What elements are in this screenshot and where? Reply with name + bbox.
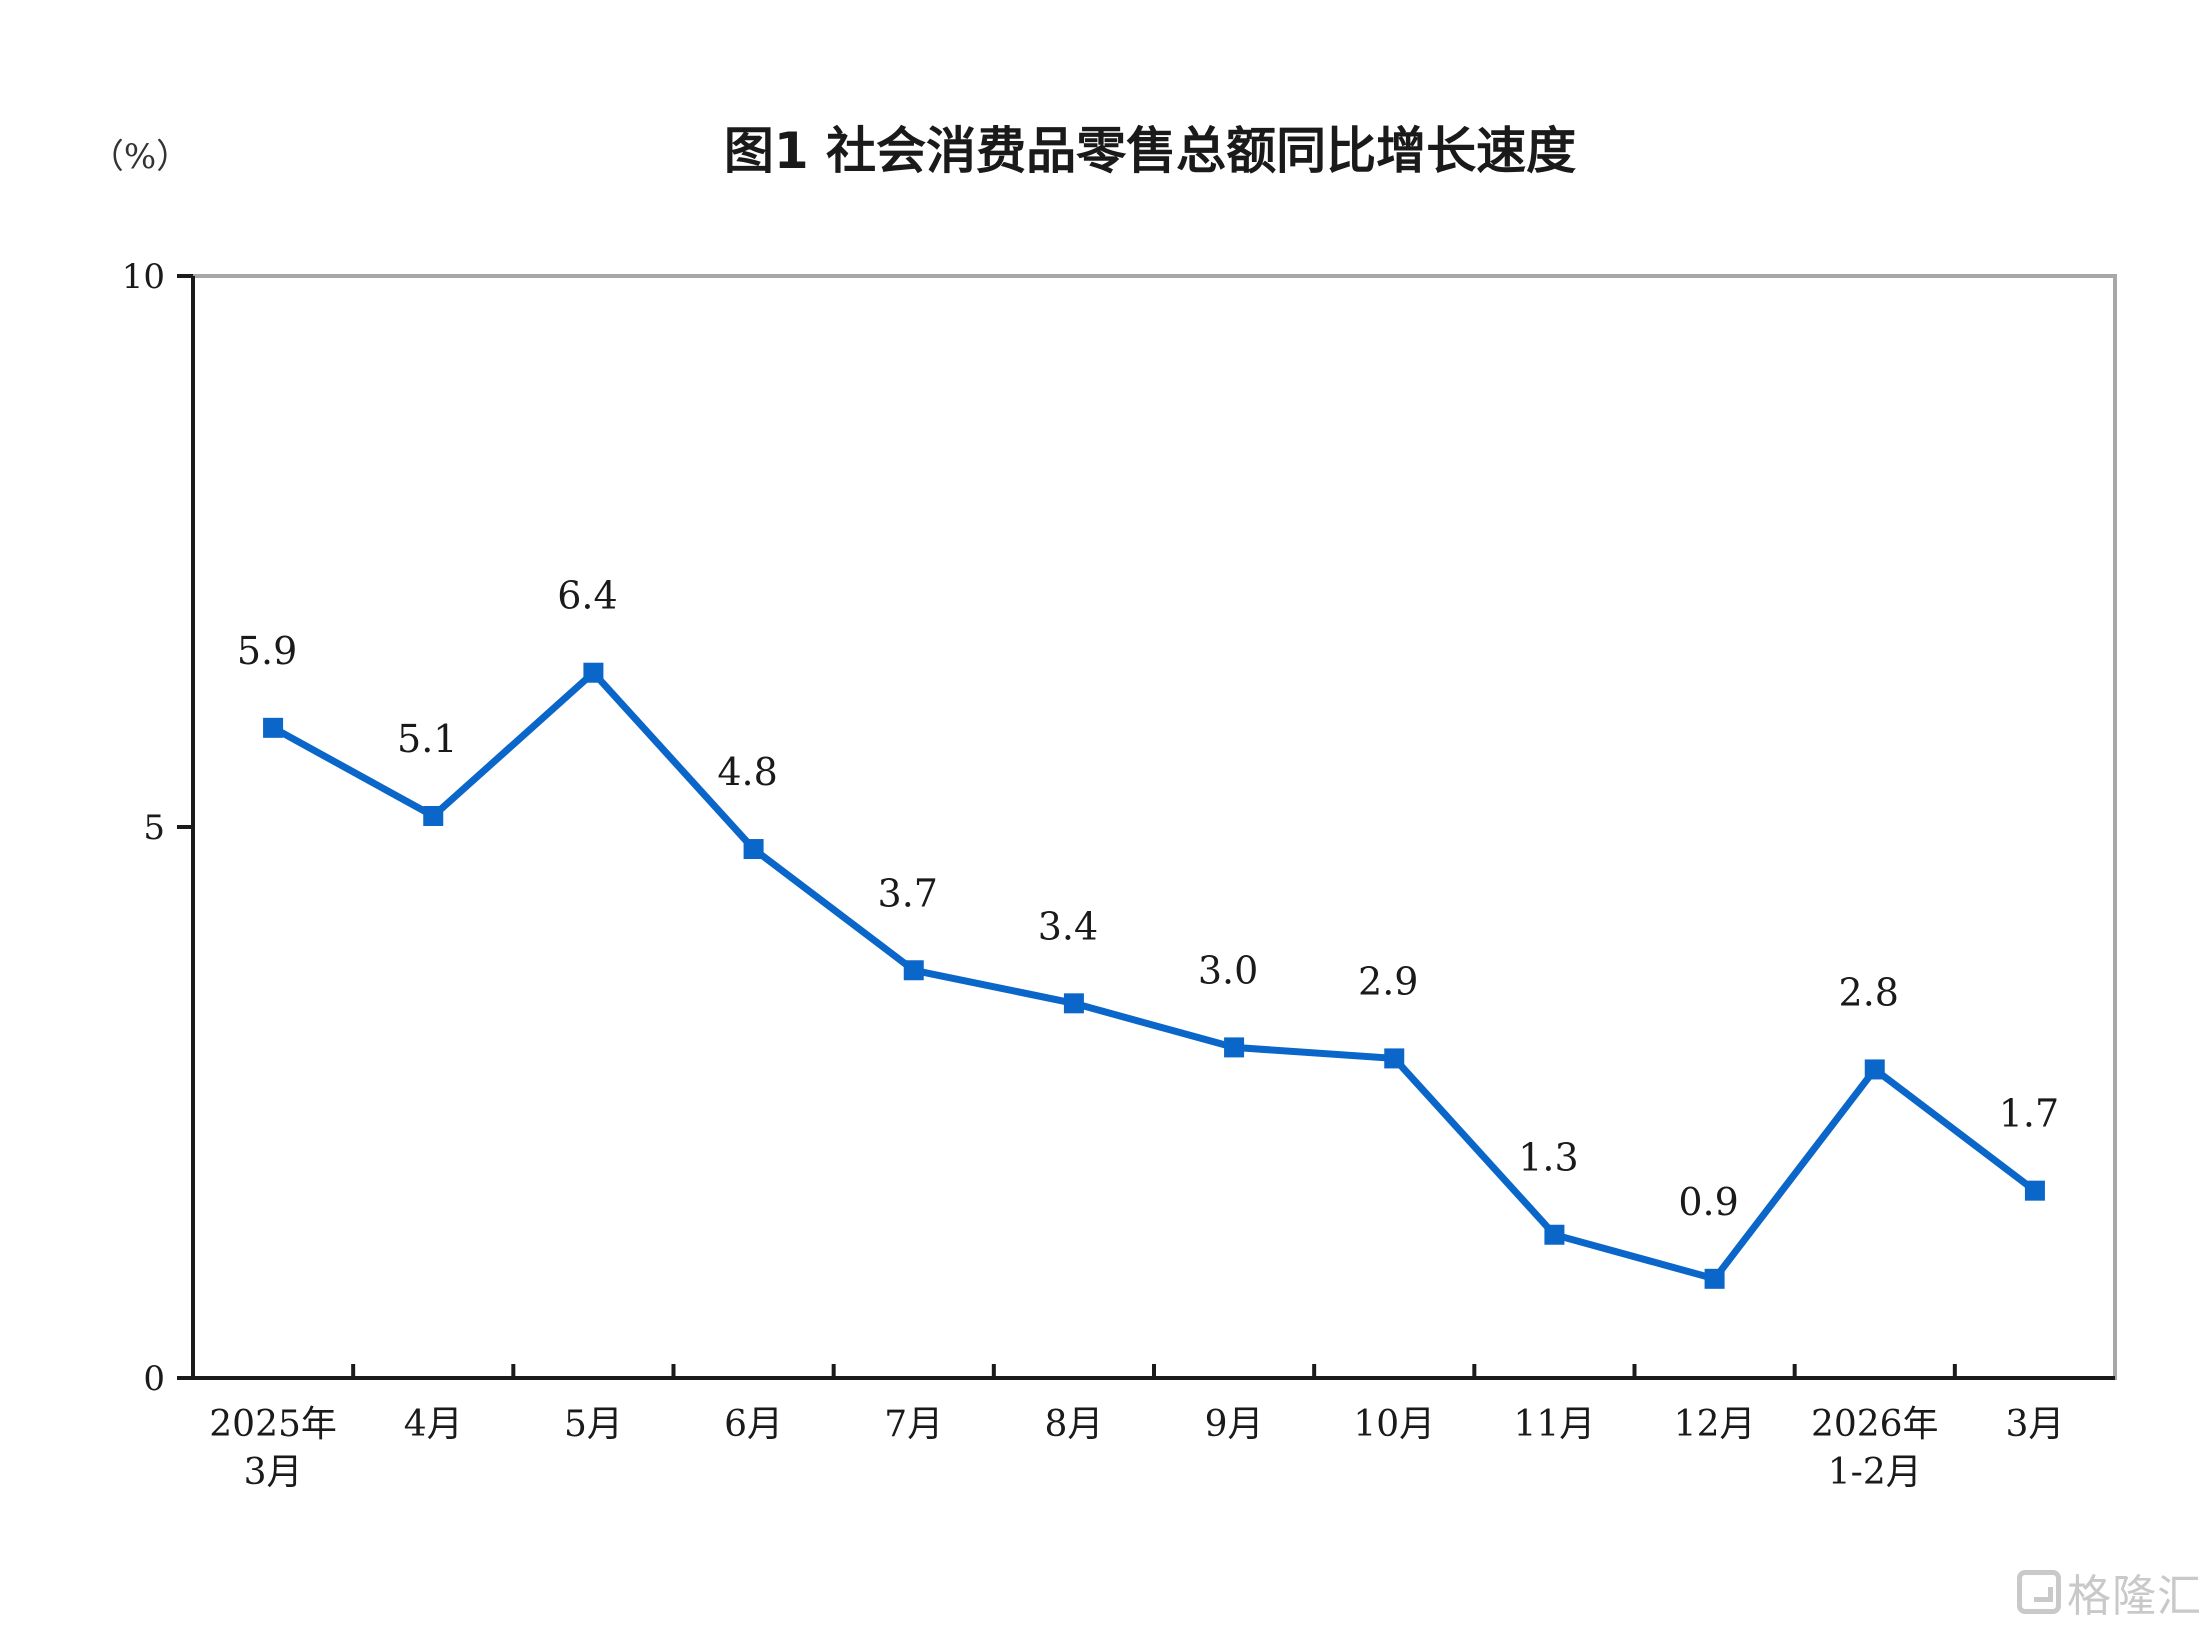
y-axis-ticks: 0 5 10: [122, 257, 193, 1399]
data-labels: 5.9 5.1 6.4 4.8 3.7 3.4 3.0 2.9 1.3 0.9 2.8 1.7: [237, 574, 2059, 1224]
y-tick-label: 10: [122, 257, 165, 297]
data-point-marker: [1224, 1037, 1245, 1058]
x-tick-label: 3月: [2005, 1404, 2064, 1445]
y-tick-label: 0: [143, 1359, 165, 1399]
data-value-label: 5.1: [397, 717, 457, 761]
data-value-label: 6.4: [557, 574, 617, 618]
data-value-label: 3.4: [1038, 904, 1098, 948]
data-point-marker: [1544, 1224, 1565, 1245]
x-tick-label: 11月: [1514, 1404, 1596, 1445]
data-value-label: 3.7: [878, 871, 938, 915]
data-value-label: 3.0: [1198, 948, 1258, 992]
x-tick-label: 12月: [1674, 1404, 1756, 1445]
x-tick-label: 4月: [404, 1404, 463, 1445]
plot-area: 0 5 10 2025年 3月 4月 5月 6月 7月 8月 9月 10月 11月 12月 2026年 1-…: [122, 257, 2117, 1493]
data-point-marker: [263, 717, 284, 738]
watermark-text: 格隆汇: [2067, 1571, 2202, 1622]
data-value-label: 0.9: [1678, 1180, 1738, 1224]
data-value-label: 2.8: [1839, 970, 1899, 1014]
x-tick-label: 6月: [724, 1404, 783, 1445]
data-point-marker: [1063, 993, 1084, 1014]
x-tick-label: 9月: [1205, 1404, 1264, 1445]
y-tick-label: 5: [143, 808, 165, 848]
data-point-marker: [1864, 1059, 1885, 1080]
series-line: [271, 667, 2038, 1283]
x-axis-labels: 2025年 3月 4月 5月 6月 7月 8月 9月 10月 11月 12月 2026年 1-2月 3月: [209, 1404, 2064, 1493]
watermark: 格隆汇: [2017, 1560, 2202, 1624]
data-point-marker: [743, 839, 764, 860]
data-value-label: 1.7: [1999, 1092, 2059, 1136]
x-tick-label: 3月: [244, 1452, 303, 1493]
data-value-label: 4.8: [717, 750, 777, 794]
x-tick-label: 1-2月: [1828, 1452, 1922, 1493]
x-tick-label: 7月: [884, 1404, 943, 1445]
series-markers: [263, 662, 2045, 1289]
chart-title: 图1 社会消费品零售总额同比增长速度: [724, 122, 1576, 180]
data-point-marker: [423, 805, 444, 826]
x-tick-label: 2025年: [209, 1404, 337, 1445]
x-tick-label: 10月: [1353, 1404, 1435, 1445]
data-point-marker: [583, 662, 604, 683]
x-axis-ticks: [351, 1364, 1957, 1378]
data-point-marker: [2024, 1180, 2045, 1201]
plot-frame: [191, 274, 2117, 1380]
data-point-marker: [1384, 1048, 1405, 1069]
data-value-label: 5.9: [237, 629, 297, 673]
x-tick-label: 8月: [1044, 1404, 1103, 1445]
data-value-label: 1.3: [1518, 1136, 1578, 1180]
x-tick-label: 5月: [564, 1404, 623, 1445]
data-point-marker: [903, 960, 924, 981]
x-tick-label: 2026年: [1811, 1404, 1939, 1445]
data-point-marker: [1704, 1268, 1725, 1289]
gelonghui-logo-icon: [2017, 1570, 2061, 1614]
data-value-label: 2.9: [1358, 959, 1418, 1003]
y-unit-label: （%）: [90, 137, 190, 177]
